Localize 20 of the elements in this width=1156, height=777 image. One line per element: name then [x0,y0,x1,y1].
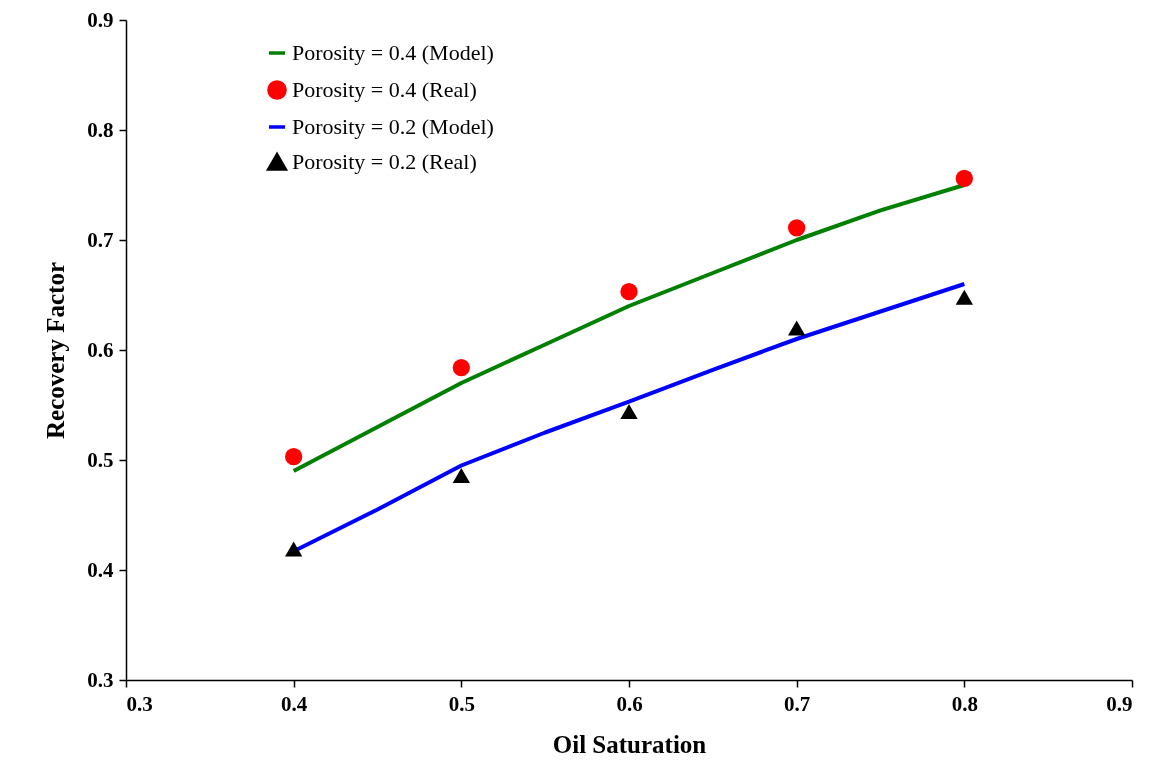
x-tick-label: 0.9 [1106,691,1133,716]
y-tick-label: 0.4 [87,557,114,582]
y-tick-label: 0.8 [87,117,114,142]
x-tick-label: 0.8 [951,691,978,716]
y-tick-label: 0.6 [87,337,114,362]
x-tick-label: 0.4 [281,691,308,716]
legend-label: Porosity = 0.4 (Real) [292,77,477,102]
y-axis-title: Recovery Factor [42,262,70,439]
x-tick-label: 0.5 [448,691,475,716]
y-tick-label: 0.3 [87,667,114,692]
x-tick-label: 0.3 [126,691,153,716]
legend-label: Porosity = 0.2 (Model) [292,114,494,139]
legend-label: Porosity = 0.2 (Real) [292,149,477,174]
x-axis-title: Oil Saturation [552,730,707,758]
x-tick-label: 0.6 [616,691,643,716]
legend-label: Porosity = 0.4 (Model) [292,40,494,65]
y-tick-label: 0.5 [87,447,114,472]
y-tick-label: 0.9 [87,7,114,32]
y-tick-label: 0.7 [87,227,114,252]
x-tick-label: 0.7 [784,691,811,716]
